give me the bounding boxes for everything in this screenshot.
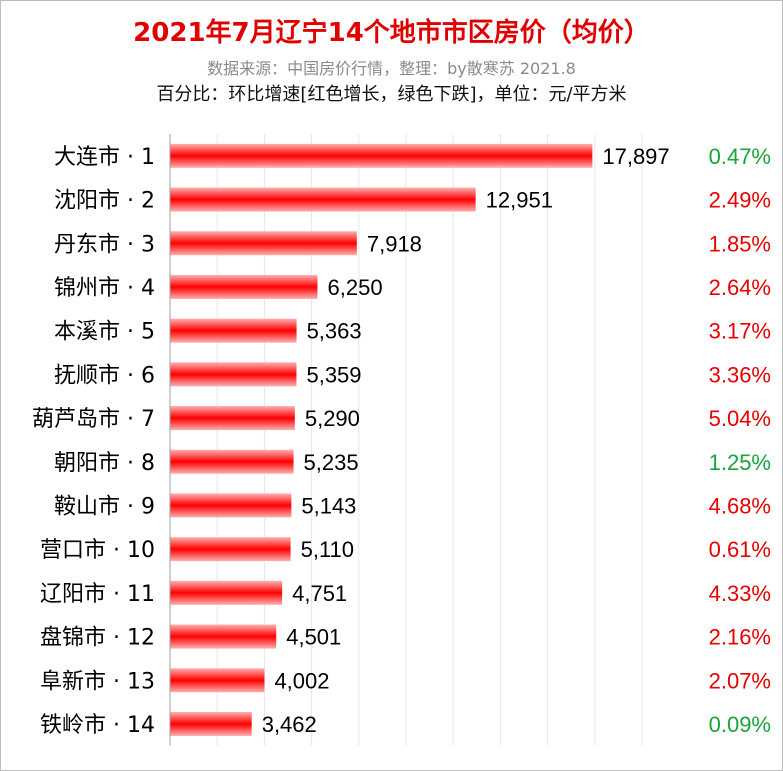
category-label: 大连市 · 1 xyxy=(54,145,155,170)
change-label: 3.36% xyxy=(709,362,771,387)
value-label: 5,359 xyxy=(306,362,361,387)
value-label: 3,462 xyxy=(262,712,317,737)
category-label: 丹东市 · 3 xyxy=(54,232,155,257)
value-label: 5,110 xyxy=(301,537,354,562)
bar xyxy=(170,580,283,605)
value-label: 5,290 xyxy=(305,406,360,431)
value-labels: 17,897 12,951 7,918 6,250 5,363 5,359 5,290 5,2… xyxy=(262,144,670,737)
category-label: 朝阳市 · 8 xyxy=(54,451,155,476)
value-label: 7,918 xyxy=(367,231,422,256)
change-label: 4.33% xyxy=(709,581,771,606)
bar xyxy=(170,143,593,168)
bar xyxy=(170,231,357,256)
change-label: 0.47% xyxy=(709,144,771,169)
category-label: 鞍山市 · 9 xyxy=(54,494,155,519)
value-label: 5,235 xyxy=(304,450,359,475)
change-label: 3.17% xyxy=(709,319,771,344)
change-label: 1.85% xyxy=(709,231,771,256)
category-label: 抚顺市 · 6 xyxy=(54,363,155,388)
change-label: 2.49% xyxy=(709,188,771,213)
change-label: 1.25% xyxy=(709,450,771,475)
change-label: 0.09% xyxy=(709,712,771,737)
category-label: 阜新市 · 13 xyxy=(40,669,155,694)
value-label: 4,002 xyxy=(274,668,329,693)
bar xyxy=(170,187,476,212)
bar xyxy=(170,318,297,343)
category-label: 沈阳市 · 2 xyxy=(54,189,155,214)
category-label: 辽阳市 · 11 xyxy=(40,582,155,607)
bar xyxy=(170,624,277,649)
bar xyxy=(170,537,291,562)
category-label: 锦州市 · 4 xyxy=(54,276,155,301)
bar xyxy=(170,493,292,518)
bar xyxy=(170,668,265,693)
bar xyxy=(170,406,295,431)
category-labels: 大连市 · 1 沈阳市 · 2 丹东市 · 3 锦州市 · 4 本溪市 · 5 抚顺市 ·… xyxy=(32,145,155,738)
change-label: 2.07% xyxy=(709,668,771,693)
value-label: 5,143 xyxy=(301,493,356,518)
bar xyxy=(170,362,297,387)
change-label: 2.16% xyxy=(709,625,771,650)
chart-note: 百分比：环比增速[红色增长，绿色下跌]，单位：元/平方米 xyxy=(156,84,627,105)
change-label: 0.61% xyxy=(709,537,771,562)
value-label: 4,751 xyxy=(292,581,347,606)
category-label: 本溪市 · 5 xyxy=(54,320,155,345)
change-label: 2.64% xyxy=(709,275,771,300)
bar xyxy=(170,274,318,299)
category-label: 盘锦市 · 12 xyxy=(40,626,155,651)
category-label: 营口市 · 10 xyxy=(40,538,155,563)
category-label: 葫芦岛市 · 7 xyxy=(32,407,155,432)
change-labels: 0.47% 2.49% 1.85% 2.64% 3.17% 3.36% 5.04% 1.25%… xyxy=(709,144,771,737)
change-label: 5.04% xyxy=(709,406,771,431)
value-label: 4,501 xyxy=(286,625,341,650)
bar xyxy=(170,449,294,474)
gridlines xyxy=(216,134,643,746)
category-label: 铁岭市 · 14 xyxy=(40,713,155,738)
chart-source: 数据来源：中国房价行情，整理：by散寒苏 2021.8 xyxy=(207,59,576,78)
bar xyxy=(170,711,252,736)
value-label: 17,897 xyxy=(602,144,669,169)
value-label: 12,951 xyxy=(486,188,553,213)
bars xyxy=(170,143,593,736)
value-label: 5,363 xyxy=(307,319,362,344)
change-label: 4.68% xyxy=(709,493,771,518)
chart-title: 2021年7月辽宁14个地市市区房价（均价） xyxy=(133,18,650,48)
value-label: 6,250 xyxy=(328,275,383,300)
